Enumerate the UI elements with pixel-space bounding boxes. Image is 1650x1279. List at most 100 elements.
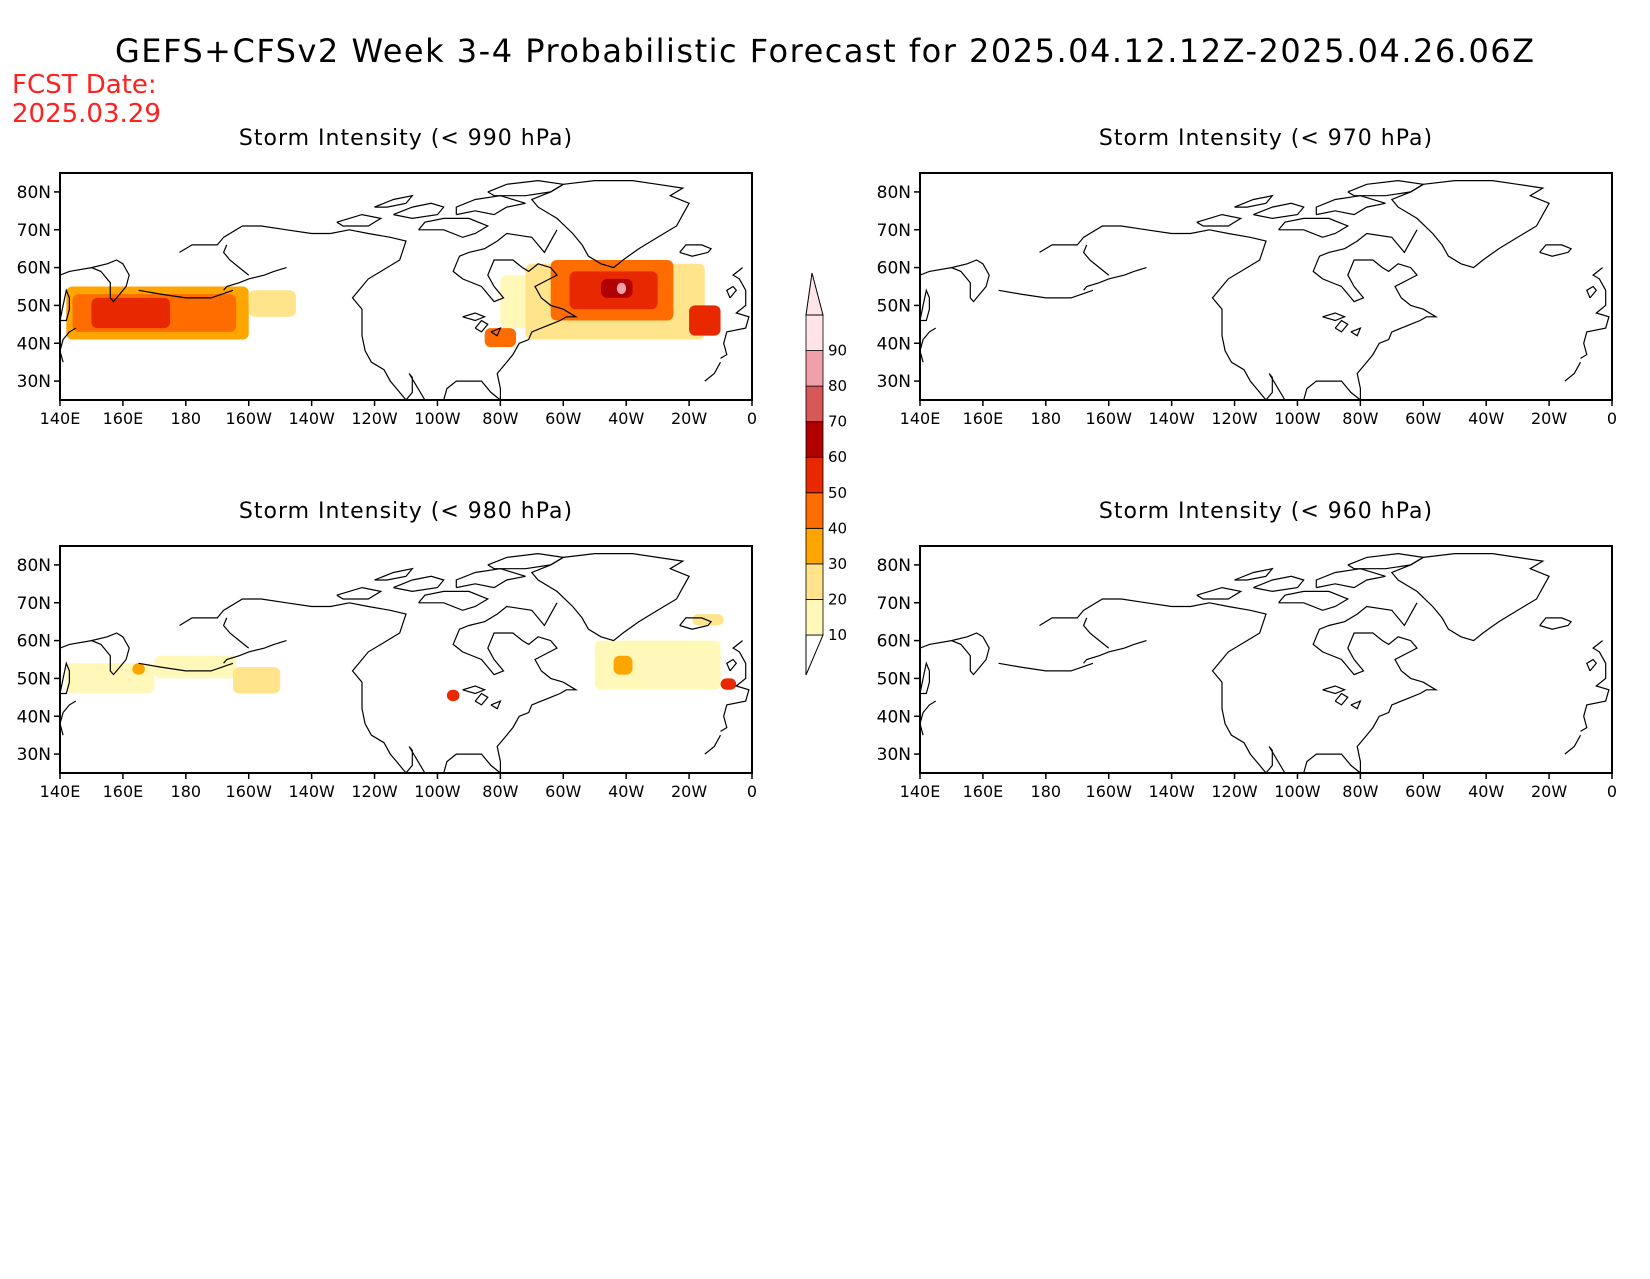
panel-title: Storm Intensity (< 990 hPa)	[239, 126, 573, 151]
map-panel-p960: 80N 70N 60N 50N 40N 30N 140E 160E 180 160W 140W 120…	[877, 499, 1617, 801]
colorbar-segment	[805, 599, 824, 636]
coastline	[1039, 225, 1286, 400]
lon-tick-label: 0	[1607, 409, 1617, 428]
lat-tick-label: 80N	[877, 556, 911, 576]
lon-tick-label: 180	[1031, 782, 1062, 801]
coastline	[490, 327, 502, 337]
colorbar-segment	[805, 492, 824, 529]
lon-tick-label: 120W	[1211, 409, 1258, 428]
coastline	[1586, 658, 1598, 672]
coastline	[998, 289, 1094, 299]
lon-tick-label: 80W	[482, 409, 518, 428]
coastline	[1334, 319, 1349, 333]
coastline	[1564, 361, 1582, 382]
lon-tick-label: 120W	[351, 782, 398, 801]
lon-tick-label: 140W	[1148, 782, 1195, 801]
coastline	[374, 194, 414, 208]
coastline	[374, 567, 414, 581]
coastline	[1390, 553, 1550, 642]
probability-patch	[446, 689, 460, 702]
probability-patch	[689, 305, 721, 336]
lat-tick-label: 60N	[17, 259, 51, 279]
lon-tick-label: 60W	[545, 782, 581, 801]
lon-tick-label: 40W	[608, 409, 644, 428]
lat-tick-label: 50N	[17, 669, 51, 689]
coastline	[490, 700, 502, 710]
lon-tick-label: 100W	[414, 409, 461, 428]
lon-tick-label: 40W	[1468, 782, 1504, 801]
coastline	[1039, 598, 1286, 773]
map-panel-p980: 80N 70N 60N 50N 40N 30N 140E 160E 180 160W 140W 120…	[17, 499, 757, 801]
lat-tick-label: 30N	[877, 372, 911, 392]
lon-tick-label: 80W	[1342, 782, 1378, 801]
colorbar-segment	[805, 456, 824, 494]
coastline	[920, 259, 990, 303]
lon-tick-label: 80W	[482, 782, 518, 801]
lat-tick-label: 30N	[877, 745, 911, 765]
map-frame	[59, 545, 753, 774]
lon-tick-label: 160W	[226, 409, 273, 428]
fcst-date-label: FCST Date:	[12, 70, 157, 100]
coastline	[1196, 213, 1243, 227]
coastline	[704, 734, 722, 755]
coastline	[998, 662, 1094, 672]
lat-tick-label: 70N	[877, 594, 911, 614]
coastline	[720, 640, 750, 732]
figure-title: GEFS+CFSv2 Week 3-4 Probabilistic Foreca…	[115, 32, 1536, 70]
coastline	[60, 288, 70, 322]
probability-patch	[692, 614, 724, 626]
lat-tick-label: 60N	[877, 259, 911, 279]
coastline	[1196, 586, 1243, 600]
coastline	[462, 685, 487, 695]
coastline	[1303, 229, 1439, 400]
coastline	[336, 213, 383, 227]
coastline	[679, 244, 713, 257]
lon-tick-label: 160E	[963, 409, 1004, 428]
coastline	[920, 327, 937, 363]
lat-tick-label: 30N	[17, 372, 51, 392]
lon-tick-label: 40W	[608, 782, 644, 801]
lon-tick-label: 140W	[1148, 409, 1195, 428]
coastline	[1082, 617, 1110, 649]
coastline	[530, 553, 690, 642]
lon-tick-label: 140E	[40, 782, 81, 801]
lat-tick-label: 80N	[877, 183, 911, 203]
lon-tick-label: 120W	[351, 409, 398, 428]
lon-tick-label: 160E	[963, 782, 1004, 801]
colorbar-label: 50	[828, 484, 847, 502]
lon-tick-label: 20W	[671, 782, 707, 801]
lon-tick-label: 20W	[1531, 782, 1567, 801]
colorbar-segment	[805, 563, 824, 600]
lon-tick-label: 100W	[1274, 409, 1321, 428]
panel-title: Storm Intensity (< 980 hPa)	[239, 499, 573, 524]
lon-tick-label: 80W	[1342, 409, 1378, 428]
colorbar-label: 60	[828, 448, 847, 466]
colorbar: 10 20 30 40 50 60 70 80 90	[805, 272, 847, 676]
coastline	[1580, 640, 1610, 732]
coastline	[443, 602, 579, 773]
colorbar-segment	[805, 385, 824, 423]
coastline	[1580, 267, 1610, 359]
colorbar-label: 40	[828, 519, 847, 537]
coastline	[1350, 327, 1362, 337]
coastline	[1253, 202, 1305, 220]
lon-tick-label: 140E	[900, 409, 941, 428]
panel-title: Storm Intensity (< 960 hPa)	[1099, 499, 1433, 524]
lon-tick-label: 160W	[1086, 409, 1133, 428]
coastline	[222, 617, 250, 649]
lon-tick-label: 20W	[1531, 409, 1567, 428]
probability-patch	[484, 328, 517, 348]
lon-tick-label: 100W	[1274, 782, 1321, 801]
coastline	[1539, 617, 1573, 630]
coastline	[418, 590, 490, 611]
map-area	[920, 552, 1610, 773]
lon-tick-label: 60W	[1405, 409, 1441, 428]
lon-tick-label: 140E	[900, 782, 941, 801]
lat-tick-label: 70N	[17, 594, 51, 614]
coastline	[920, 700, 937, 736]
lat-tick-label: 30N	[17, 745, 51, 765]
colorbar-label: 30	[828, 555, 847, 573]
lon-tick-label: 100W	[414, 782, 461, 801]
lat-tick-label: 80N	[17, 183, 51, 203]
